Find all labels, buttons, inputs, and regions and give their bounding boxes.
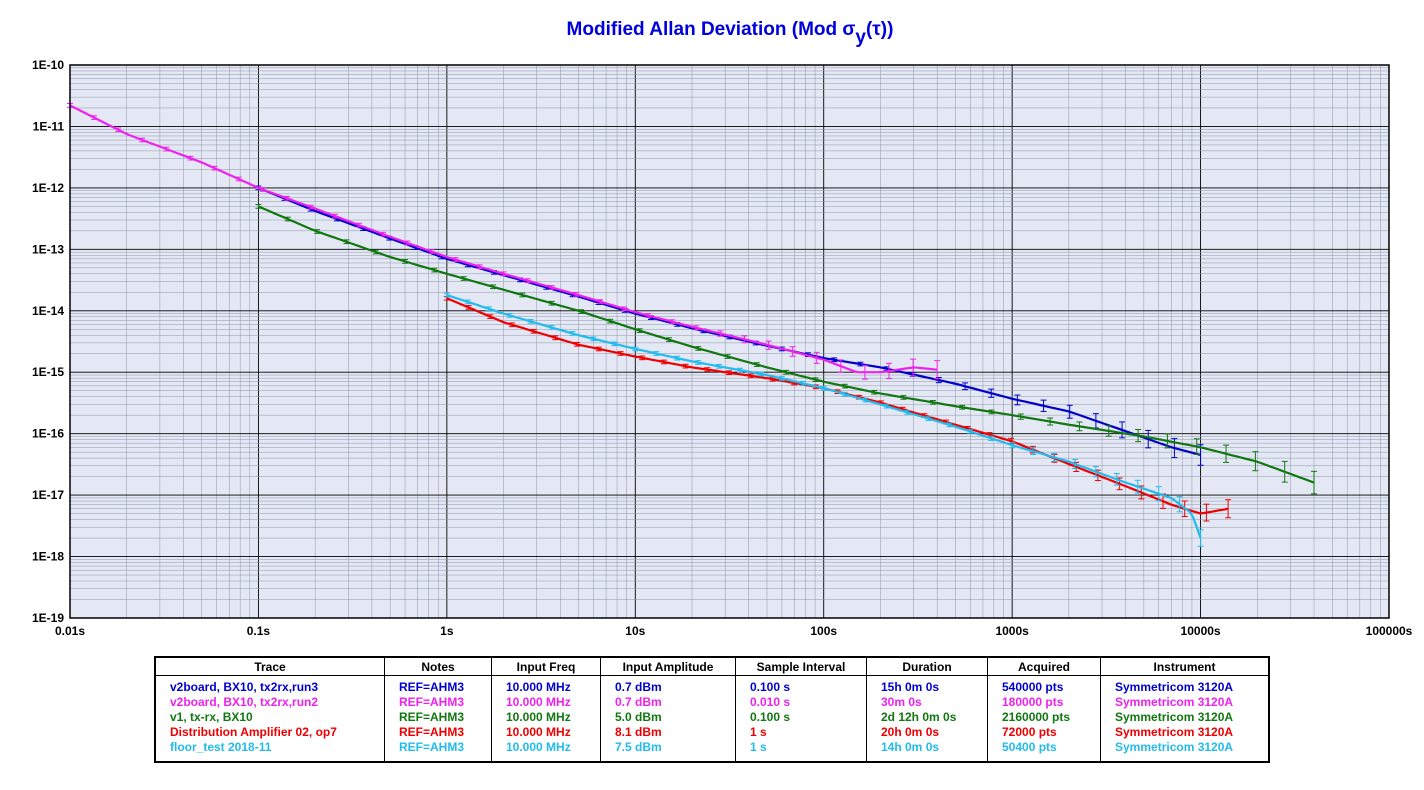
chart-title-main: Modified Allan Deviation (Mod σ bbox=[567, 19, 856, 40]
table-cell: Symmetricom 3120A bbox=[1100, 725, 1269, 740]
chart-title: Modified Allan Deviation (Mod σy(τ)) bbox=[567, 19, 894, 48]
y-tick-label: 1E-10 bbox=[32, 58, 64, 72]
table-cell: 2d 12h 0m 0s bbox=[866, 710, 988, 725]
series-4 bbox=[443, 292, 1204, 547]
table-cell: REF=AHM3 bbox=[384, 695, 492, 710]
x-tick-label: 0.1s bbox=[247, 624, 271, 638]
column-header-notes: Notes bbox=[384, 657, 492, 676]
table-cell: 50400 pts bbox=[987, 740, 1101, 762]
table-cell: 180000 pts bbox=[987, 695, 1101, 710]
x-tick-label: 100000s bbox=[1366, 624, 1413, 638]
chart-title-subscript: y bbox=[855, 27, 866, 48]
table-cell: 10.000 MHz bbox=[491, 710, 601, 725]
table-cell: 5.0 dBm bbox=[600, 710, 736, 725]
x-tick-label: 100s bbox=[810, 624, 837, 638]
plot-frame bbox=[69, 64, 1390, 619]
y-tick-label: 1E-11 bbox=[33, 119, 65, 133]
table-cell: floor_test 2018-11 bbox=[170, 740, 272, 754]
y-tick-label: 1E-16 bbox=[32, 427, 64, 441]
x-tick-label: 1s bbox=[440, 624, 454, 638]
table-cell: v1, tx-rx, BX10 bbox=[170, 710, 253, 724]
y-tick-label: 1E-19 bbox=[32, 611, 64, 625]
y-tick-label: 1E-12 bbox=[32, 181, 64, 195]
table-cell: Symmetricom 3120A bbox=[1100, 695, 1269, 710]
y-tick-label: 1E-18 bbox=[32, 550, 64, 564]
column-header-sample-interval: Sample Interval bbox=[735, 657, 867, 676]
table-cell: 7.5 dBm bbox=[600, 740, 736, 762]
table-cell: 2160000 pts bbox=[987, 710, 1101, 725]
table-cell: REF=AHM3 bbox=[384, 740, 492, 762]
table-cell: 1 s bbox=[735, 725, 867, 740]
column-header-input-freq: Input Freq bbox=[491, 657, 601, 676]
table-cell: 10.000 MHz bbox=[491, 725, 601, 740]
table-row: Distribution Amplifier 02, op7 REF=AHM3 10… bbox=[155, 725, 1269, 740]
table-cell: 0.100 s bbox=[735, 675, 867, 695]
column-header-instrument: Instrument bbox=[1100, 657, 1270, 676]
table-cell: Distribution Amplifier 02, op7 bbox=[170, 725, 337, 739]
series-2 bbox=[255, 204, 1318, 495]
y-tick-label: 1E-14 bbox=[32, 304, 64, 318]
x-tick-label: 1000s bbox=[995, 624, 1029, 638]
x-tick-label: 10s bbox=[625, 624, 645, 638]
table-row: floor_test 2018-11 REF=AHM3 10.000 MHz 7.5 … bbox=[155, 740, 1269, 762]
table-cell: v2board, BX10, tx2rx,run3 bbox=[170, 680, 319, 694]
table-cell: 0.7 dBm bbox=[600, 675, 736, 695]
table-cell: 1 s bbox=[735, 740, 867, 762]
y-tick-label: 1E-17 bbox=[32, 488, 64, 502]
table-cell: v2board, BX10, tx2rx,run2 bbox=[170, 695, 319, 709]
table-cell: 14h 0m 0s bbox=[866, 740, 988, 762]
column-header-input-amplitude: Input Amplitude bbox=[600, 657, 736, 676]
table-cell: 540000 pts bbox=[987, 675, 1101, 695]
table-cell: 10.000 MHz bbox=[491, 740, 601, 762]
table-cell: 0.7 dBm bbox=[600, 695, 736, 710]
table-cell: 0.100 s bbox=[735, 710, 867, 725]
table-cell: REF=AHM3 bbox=[384, 710, 492, 725]
plot-area bbox=[70, 65, 1389, 618]
table-row: v1, tx-rx, BX10 REF=AHM3 10.000 MHz 5.0 dBm… bbox=[155, 710, 1269, 725]
table-cell: Symmetricom 3120A bbox=[1100, 675, 1269, 695]
table-row: v2board, BX10, tx2rx,run2 REF=AHM3 10.000 … bbox=[155, 695, 1269, 710]
x-tick-label: 0.01s bbox=[55, 624, 85, 638]
chart-title-tail: (τ)) bbox=[866, 19, 893, 40]
table-row: v2board, BX10, tx2rx,run3 REF=AHM3 10.000 … bbox=[155, 675, 1269, 695]
table-cell: REF=AHM3 bbox=[384, 675, 492, 695]
tick-labels: 0.01s 0.1s 1s 10s 100s 1000s 10000s 100000s 1E-1… bbox=[32, 58, 1413, 638]
series-1 bbox=[67, 103, 941, 380]
column-header-acquired: Acquired bbox=[987, 657, 1101, 676]
column-header-trace: Trace bbox=[154, 657, 385, 676]
table-cell: 30m 0s bbox=[866, 695, 988, 710]
series-layer bbox=[67, 103, 1318, 547]
y-tick-label: 1E-15 bbox=[32, 365, 64, 379]
table-header-row: Trace Notes Input Freq Input Amplitude S… bbox=[154, 657, 1270, 676]
trace-info-table: Trace Notes Input Freq Input Amplitude S… bbox=[154, 656, 1270, 763]
y-tick-label: 1E-13 bbox=[32, 242, 64, 256]
x-tick-label: 10000s bbox=[1181, 624, 1221, 638]
table-cell: 72000 pts bbox=[987, 725, 1101, 740]
column-header-duration: Duration bbox=[866, 657, 988, 676]
table-cell: Symmetricom 3120A bbox=[1100, 710, 1269, 725]
table-cell: 20h 0m 0s bbox=[866, 725, 988, 740]
table-cell: 8.1 dBm bbox=[600, 725, 736, 740]
table-cell: 0.010 s bbox=[735, 695, 867, 710]
table-cell: 10.000 MHz bbox=[491, 695, 601, 710]
adev-chart: Modified Allan Deviation (Mod σy(τ)) 0.0… bbox=[32, 19, 1413, 638]
table-cell: 10.000 MHz bbox=[491, 675, 601, 695]
table-cell: 15h 0m 0s bbox=[866, 675, 988, 695]
table-cell: REF=AHM3 bbox=[384, 725, 492, 740]
table-cell: Symmetricom 3120A bbox=[1100, 740, 1269, 762]
